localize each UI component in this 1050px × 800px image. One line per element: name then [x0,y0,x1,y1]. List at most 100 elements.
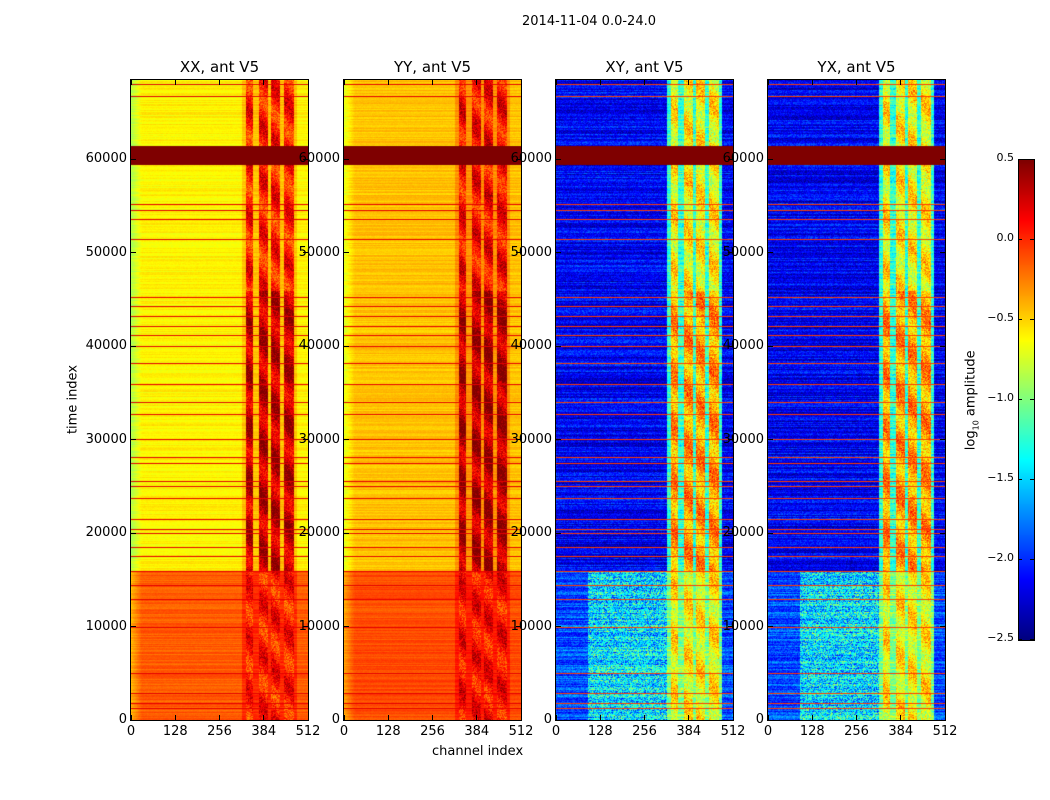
y-tick-label: 20000 [722,525,764,541]
colorbar-tick-mark [1018,239,1022,240]
x-tick-mark [599,80,601,85]
colorbar-label-log: log [963,430,979,451]
y-tick-mark [728,345,733,347]
x-tick-mark [174,80,176,85]
x-tick-mark [767,715,769,720]
y-tick-mark [344,626,349,628]
colorbar-tick-label: −0.5 [987,311,1014,324]
colorbar-label: log10 amplitude [964,350,981,450]
y-tick-mark [728,719,733,721]
y-tick-mark [131,439,136,441]
y-tick-mark [768,626,773,628]
y-tick-mark [556,439,561,441]
x-tick-label: 256 [632,724,657,739]
x-tick-label: 128 [375,724,401,739]
x-tick-mark [130,715,132,720]
y-tick-mark [940,532,945,534]
y-tick-mark [516,532,521,534]
y-tick-mark [131,345,136,347]
colorbar-gradient [1019,160,1034,640]
colorbar-tick-mark [1030,479,1034,480]
x-tick-label: 512 [508,724,534,739]
y-tick-mark [556,252,561,254]
y-tick-mark [728,626,733,628]
colorbar-label-sub: 10 [971,420,981,431]
panel-title-0: XX, ant V5 [179,58,260,76]
y-tick-label: 10000 [85,618,127,634]
x-tick-label: 0 [339,724,349,739]
x-tick-mark [520,715,522,720]
y-tick-mark [556,345,561,347]
y-tick-mark [303,252,308,254]
x-tick-mark [219,80,220,85]
x-tick-label: 128 [162,724,188,739]
y-tick-mark [131,252,136,254]
x-tick-label: 256 [420,724,445,739]
colorbar-tick-label: −1.5 [987,471,1014,484]
colorbar-tick-mark [1018,639,1022,640]
x-tick-mark [432,715,433,720]
y-tick-mark [344,252,349,254]
y-tick-label: 60000 [85,151,127,167]
x-tick-label: 128 [799,724,825,739]
y-tick-mark [303,158,308,160]
y-tick-mark [728,158,733,160]
x-tick-mark [476,715,478,720]
y-tick-mark [940,719,945,721]
colorbar-tick-mark [1018,399,1022,400]
x-tick-mark [811,715,813,720]
colorbar [1018,159,1035,641]
x-tick-label: 0 [763,724,773,739]
x-tick-mark [343,80,345,85]
colorbar-tick-mark [1018,319,1022,320]
x-tick-mark [732,715,734,720]
y-tick-mark [516,345,521,347]
x-tick-label: 256 [844,724,869,739]
colorbar-tick-mark [1018,559,1022,560]
y-tick-mark [344,345,349,347]
y-tick-mark [940,345,945,347]
y-tick-mark [516,158,521,160]
x-tick-mark [900,715,902,720]
x-tick-mark [688,80,690,85]
x-tick-mark [263,715,265,720]
x-tick-mark [219,715,220,720]
y-tick-mark [344,439,349,441]
y-tick-mark [940,252,945,254]
y-axis-label: time index [65,364,81,435]
x-tick-label: 384 [251,724,277,739]
y-tick-label: 30000 [722,431,764,447]
panel-title-2: XY, ant V5 [605,58,684,76]
y-tick-label: 50000 [298,244,340,260]
heatmap-panel-1 [343,79,522,721]
y-tick-label: 10000 [298,618,340,634]
y-tick-mark [940,626,945,628]
x-tick-label: 512 [720,724,746,739]
y-tick-mark [556,532,561,534]
y-tick-label: 20000 [298,525,340,541]
x-tick-mark [387,715,389,720]
y-tick-label: 0 [755,712,764,727]
y-tick-mark [516,439,521,441]
x-tick-label: 384 [888,724,914,739]
x-tick-mark [130,80,132,85]
x-tick-mark [644,715,645,720]
colorbar-tick-label: −2.5 [987,631,1014,644]
x-tick-mark [307,80,309,85]
y-tick-label: 50000 [722,244,764,260]
colorbar-tick-mark [1030,159,1034,160]
x-tick-mark [944,715,946,720]
y-tick-mark [556,719,561,721]
x-tick-mark [520,80,522,85]
y-tick-mark [131,158,136,160]
x-tick-mark [263,80,265,85]
y-tick-label: 0 [543,712,552,727]
x-tick-mark [811,80,813,85]
y-tick-label: 30000 [298,431,340,447]
x-tick-mark [555,715,557,720]
y-tick-label: 0 [331,712,340,727]
x-tick-label: 384 [676,724,702,739]
x-tick-mark [476,80,478,85]
y-tick-label: 40000 [722,338,764,354]
y-tick-label: 10000 [722,618,764,634]
